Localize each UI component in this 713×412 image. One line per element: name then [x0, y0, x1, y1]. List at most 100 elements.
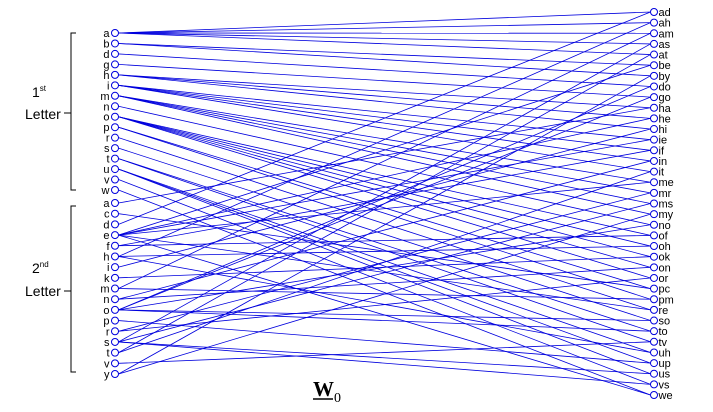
edge-in-first: [118, 84, 651, 162]
caption-symbol: W: [313, 377, 334, 401]
edge-by-second: [118, 75, 651, 375]
left-label-first-b: b: [103, 38, 109, 50]
left-label-first-p: p: [103, 122, 109, 134]
edge-in-second: [118, 160, 651, 300]
edge-uh-first: [118, 168, 651, 353]
edge-us-first: [118, 168, 651, 375]
right-node-am: [650, 29, 658, 38]
edge-ie-second: [118, 139, 651, 236]
left-node-first-v: [111, 175, 119, 184]
left-label-first-a: a: [103, 28, 110, 40]
right-node-by: [650, 71, 658, 80]
right-node-layer: adahamasatbebydogohahehiieifinitmemrmsmy…: [650, 7, 674, 402]
edge-be-first: [118, 43, 651, 66]
right-node-hi: [650, 125, 658, 134]
right-label-ms: ms: [659, 199, 674, 211]
right-label-re: re: [659, 305, 669, 317]
left-label-second-k: k: [104, 273, 110, 285]
edge-up-first: [118, 168, 651, 364]
right-label-mr: mr: [659, 188, 672, 200]
left-node-first-d: [111, 49, 119, 58]
edge-we-second: [118, 234, 651, 396]
left-node-first-o: [111, 112, 119, 121]
left-label-first-s: s: [104, 143, 110, 155]
edge-uh-second: [118, 256, 651, 353]
left-label-second-n: n: [103, 294, 109, 306]
edge-as-first: [118, 32, 651, 45]
left-label-first-h: h: [103, 70, 109, 82]
right-label-so: so: [659, 316, 671, 328]
left-node-first-h: [111, 70, 119, 79]
right-label-it: it: [659, 167, 665, 179]
left-node-first-t: [111, 154, 119, 163]
edge-to-second: [118, 309, 651, 332]
edge-tv-second: [118, 341, 651, 364]
left-node-first-m: [111, 91, 119, 100]
left-node-second-m: [111, 284, 119, 293]
right-node-we: [650, 391, 658, 399]
left-node-first-i: [111, 81, 119, 90]
edge-do-first: [118, 53, 651, 87]
right-label-us: us: [659, 369, 671, 381]
edge-on-first: [118, 116, 651, 268]
left-node-second-a: [111, 199, 119, 207]
edge-of-second: [118, 235, 651, 247]
left-label-first-n: n: [103, 101, 109, 113]
edge-vs-second: [118, 341, 651, 385]
edge-ie-first: [118, 84, 651, 141]
edge-to-first: [118, 158, 651, 332]
left-label-second-v: v: [104, 358, 110, 370]
left-node-second-o: [111, 305, 119, 314]
right-label-am: am: [659, 28, 674, 40]
first-letter-ordinal: 1st: [32, 84, 47, 100]
right-label-or: or: [659, 273, 669, 285]
left-label-second-h: h: [103, 251, 109, 263]
right-node-oh: [650, 242, 658, 251]
right-label-pc: pc: [659, 284, 671, 296]
right-label-at: at: [659, 50, 668, 62]
edge-me-first: [118, 95, 651, 183]
right-node-at: [650, 50, 658, 59]
left-node-second-f: [111, 241, 119, 250]
right-label-ok: ok: [659, 252, 671, 264]
right-label-go: go: [659, 92, 671, 104]
right-label-ie: ie: [659, 135, 668, 147]
right-node-of: [650, 231, 658, 240]
right-node-mr: [650, 188, 658, 197]
edge-oh-first: [118, 116, 651, 247]
right-node-in: [650, 156, 658, 165]
right-node-my: [650, 210, 658, 219]
left-node-first-b: [111, 39, 119, 48]
edge-re-second: [118, 234, 651, 311]
left-label-second-d: d: [103, 219, 109, 231]
right-node-re: [650, 305, 658, 314]
left-label-second-y: y: [104, 369, 110, 381]
right-node-ha: [650, 103, 658, 112]
left-label-second-m: m: [100, 284, 109, 296]
left-node-first-s: [111, 144, 119, 153]
left-node-second-d: [111, 220, 119, 229]
left-node-first-n: [111, 102, 119, 111]
left-label-first-v: v: [104, 175, 110, 187]
left-label-first-w: w: [101, 185, 110, 197]
right-label-we: we: [658, 390, 673, 402]
left-label-second-o: o: [103, 305, 109, 317]
right-node-he: [650, 114, 658, 123]
right-node-ad: [650, 8, 658, 16]
right-node-pc: [650, 284, 658, 293]
left-node-second-c: [111, 209, 119, 218]
right-node-if: [650, 146, 658, 155]
right-node-go: [650, 93, 658, 102]
left-node-first-u: [111, 165, 119, 174]
left-label-second-p: p: [103, 316, 109, 328]
left-label-second-a: a: [103, 198, 110, 210]
left-node-second-r: [111, 327, 119, 336]
edge-by-first: [118, 43, 651, 77]
left-node-second-t: [111, 348, 119, 357]
right-label-my: my: [659, 209, 674, 221]
left-label-second-s: s: [104, 337, 110, 349]
right-node-ms: [650, 199, 658, 208]
left-label-first-g: g: [103, 59, 109, 71]
